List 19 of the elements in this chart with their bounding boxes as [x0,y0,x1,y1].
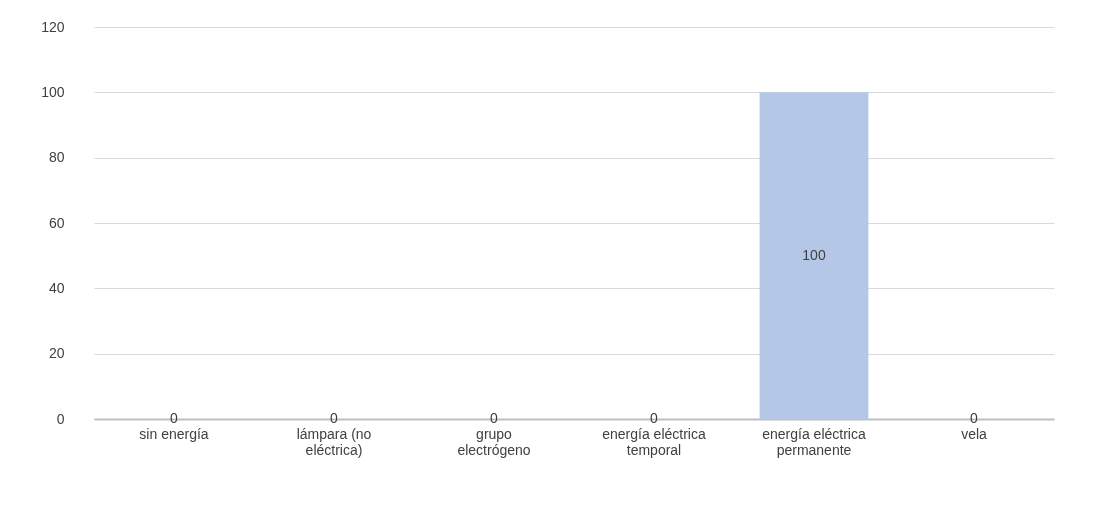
y-tick-label: 0 [56,410,65,427]
x-tick-label: grupo electrógeno [457,425,531,458]
y-tick-label: 100 [41,83,65,100]
x-tick-label: vela [961,425,988,442]
data-label: 0 [490,410,499,426]
data-label: 0 [650,410,659,426]
y-tick-label: 40 [48,279,65,296]
x-tick-label: sin energía [139,425,209,442]
data-label: 0 [170,410,179,426]
y-tick-label: 20 [48,345,65,362]
x-tick-label: lámpara (no eléctrica) [296,425,372,458]
y-tick-label: 80 [48,149,65,166]
data-label: 100 [802,246,826,263]
y-tick-label: 60 [48,214,65,231]
data-label: 0 [970,410,979,426]
x-tick-label: energía eléctrica permanente [762,425,866,458]
y-tick-label: 120 [41,18,65,35]
x-tick-label: energía eléctrica temporal [602,425,706,458]
data-label: 0 [330,410,339,426]
